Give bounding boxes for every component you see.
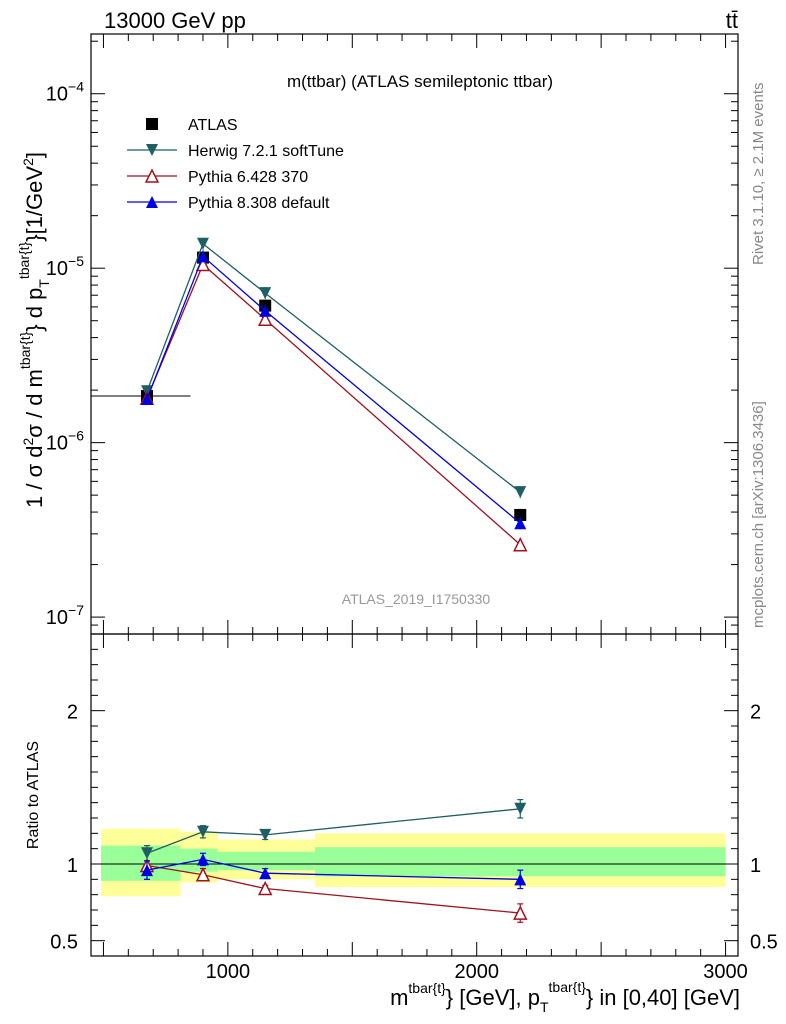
y-tick-label-base: 10 <box>46 258 68 280</box>
ratio-panel: 0.5 0.5 1 1 2 2 1000 2000 3000 <box>50 633 778 983</box>
ratio-y-tick-label-right: 0.5 <box>750 932 778 954</box>
legend-marker <box>146 144 158 156</box>
x-tick-label: 3000 <box>703 961 748 983</box>
data-point-3 <box>514 517 527 530</box>
y-tick-label-base: 10 <box>46 607 68 629</box>
ratio-point-2 <box>196 853 209 866</box>
y-tick-label-exponent: −5 <box>68 253 84 269</box>
y-tick-label-exponent: −7 <box>68 602 84 618</box>
ratio-y-tick-label-right: 2 <box>750 702 761 724</box>
main-panel: m(ttbar) (ATLAS semileptonic ttbar) ATLA… <box>46 33 739 635</box>
ratio-line-0 <box>146 808 521 854</box>
legend: ATLAS Herwig 7.2.1 softTune Pythia 6.428 3… <box>127 117 344 212</box>
x-tick-label: 1000 <box>206 961 251 983</box>
series-line-3 <box>146 255 521 524</box>
y-tick-label-base: 10 <box>46 84 68 106</box>
data-point-3 <box>196 250 209 263</box>
legend-marker <box>144 168 160 183</box>
y-tick-label: 10−5 <box>46 253 84 280</box>
legend-marker <box>146 118 158 130</box>
rivet-label: Rivet 3.1.10, ≥ 2.1M events <box>750 83 767 266</box>
data-point-3 <box>140 392 153 405</box>
y-tick-label: 10−6 <box>46 428 84 455</box>
series-line-2 <box>146 263 521 546</box>
ratio-y-tick-label: 2 <box>67 702 78 724</box>
data-point-1 <box>196 237 209 250</box>
ratio-y-tick-label: 0.5 <box>50 932 78 954</box>
data-point-0 <box>514 508 527 521</box>
y-tick-label: 10−4 <box>46 79 84 106</box>
ratio-point-2 <box>259 867 272 880</box>
header-left: 13000 GeV pp <box>104 8 246 33</box>
ratio-y-tick-label-right: 1 <box>750 855 761 877</box>
data-point-1 <box>514 486 527 499</box>
header-right: tt̄ <box>726 8 738 33</box>
ratio-point-2 <box>514 873 527 886</box>
ratio-point-1 <box>257 880 273 896</box>
legend-label: Pythia 6.428 370 <box>188 169 308 186</box>
legend-label: Herwig 7.2.1 softTune <box>188 143 344 160</box>
y-tick-label-base: 10 <box>46 433 68 455</box>
x-label: mtbar{t}} [GeV], pTtbar{t}} in [0,40] [G… <box>390 979 740 1015</box>
main-title: m(ttbar) (ATLAS semileptonic ttbar) <box>287 72 553 91</box>
ratio-frame <box>90 633 739 957</box>
legend-label: ATLAS <box>188 117 238 134</box>
ratio-point-0 <box>140 847 153 860</box>
y-tick-label-exponent: −6 <box>68 428 84 444</box>
watermark: ATLAS_2019_I1750330 <box>342 591 491 607</box>
ratio-point-1 <box>195 867 211 882</box>
ratio-point-2 <box>140 864 153 877</box>
ratio-y-label: Ratio to ATLAS <box>25 741 42 849</box>
ratio-point-1 <box>513 905 528 920</box>
data-point-1 <box>259 287 272 300</box>
data-point-2 <box>513 537 528 552</box>
y-tick-label: 10−7 <box>46 602 84 629</box>
data-point-3 <box>259 304 272 317</box>
data-point-2 <box>257 311 273 326</box>
ratio-point-0 <box>196 825 209 838</box>
legend-label: Pythia 8.308 default <box>188 195 330 212</box>
y-tick-label-exponent: −4 <box>68 79 84 95</box>
legend-marker <box>146 196 158 208</box>
ratio-y-tick-label: 1 <box>67 855 78 877</box>
ratio-line-1 <box>146 864 521 914</box>
mcplots-label: mcplots.cern.ch [arXiv:1306.3436] <box>750 401 767 628</box>
ratio-point-0 <box>259 828 272 841</box>
main-y-label: 1 / σ d2σ / d mtbar{t}} d pTtbar{t}}[1/G… <box>16 152 52 508</box>
x-tick-label: 2000 <box>454 961 499 983</box>
stat-uncertainty-band <box>217 851 315 871</box>
ratio-line-2 <box>146 858 521 880</box>
series-line-1 <box>146 242 521 493</box>
stat-uncertainty-band <box>100 845 181 881</box>
ratio-point-0 <box>514 802 527 815</box>
